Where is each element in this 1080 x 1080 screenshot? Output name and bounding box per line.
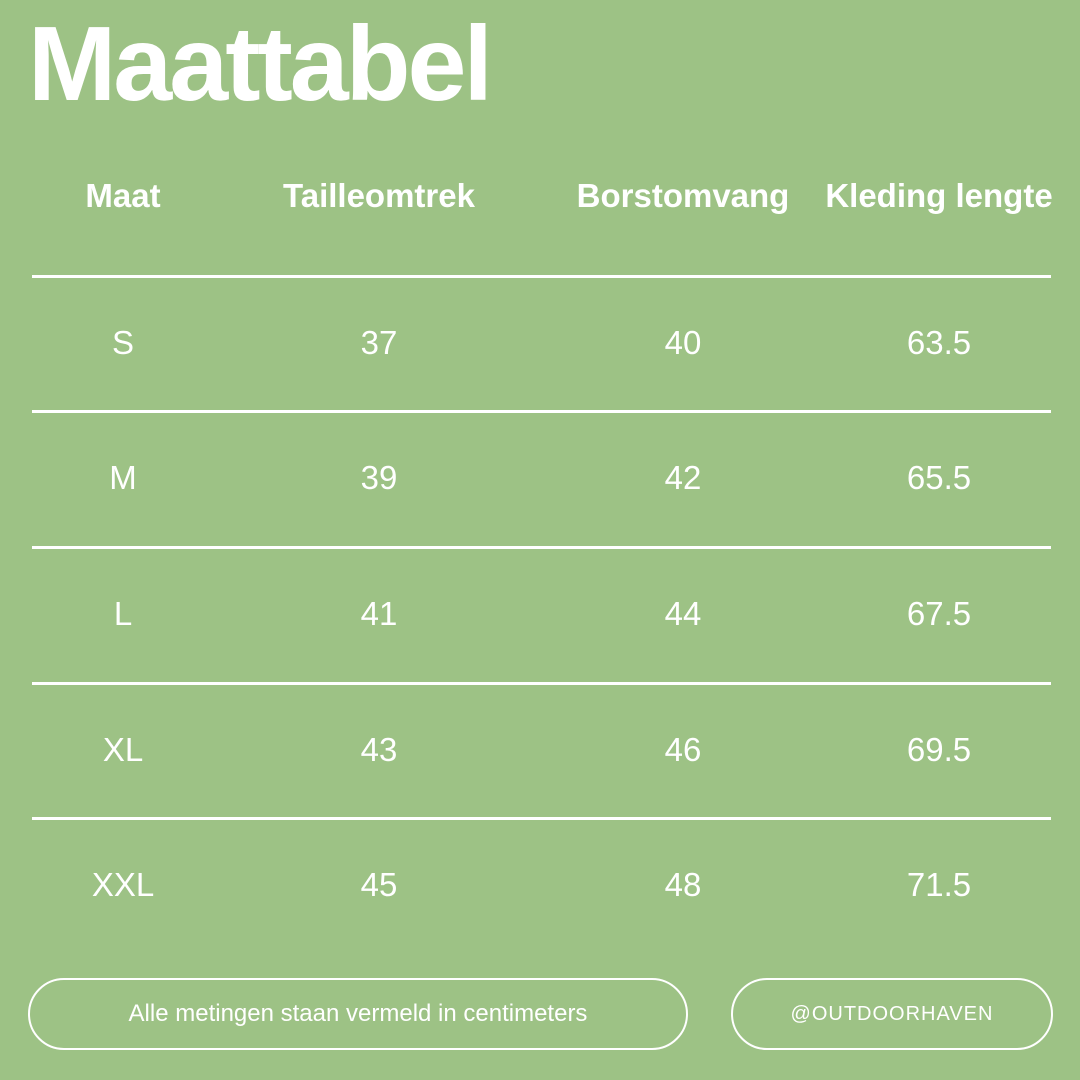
row-divider [32, 410, 1051, 413]
column-header: Kleding lengte [825, 177, 1053, 214]
table-cell: S [111, 324, 135, 361]
footer-note: Alle metingen staan vermeld in centimete… [28, 978, 688, 1050]
table-cell: M [109, 459, 137, 496]
table-cell: 42 [664, 459, 702, 496]
table-cell: 48 [664, 866, 702, 903]
table-cell: XXL [91, 866, 155, 903]
footer-handle: @OUTDOORHAVEN [731, 978, 1053, 1050]
table-cell: 67.5 [906, 595, 972, 632]
table-cell: 41 [360, 595, 398, 632]
table-cell: 45 [360, 866, 398, 903]
column-header: Maat [85, 177, 161, 214]
table-cell: 37 [360, 324, 398, 361]
table-cell: 44 [664, 595, 702, 632]
row-divider [32, 817, 1051, 820]
table-cell: 71.5 [906, 866, 972, 903]
table-cell: XL [102, 731, 144, 768]
row-divider [32, 546, 1051, 549]
column-header: Tailleomtrek [283, 177, 475, 214]
table-cell: 39 [360, 459, 398, 496]
table-cell: 69.5 [906, 731, 972, 768]
title: Maattabel [28, 5, 493, 123]
table-cell: 65.5 [906, 459, 972, 496]
table-cell: 46 [664, 731, 702, 768]
table-cell: 40 [664, 324, 702, 361]
column-header: Borstomvang [576, 177, 790, 214]
row-divider [32, 275, 1051, 278]
row-divider [32, 682, 1051, 685]
table-cell: 63.5 [906, 324, 972, 361]
table-cell: L [113, 595, 133, 632]
table-cell: 43 [360, 731, 398, 768]
